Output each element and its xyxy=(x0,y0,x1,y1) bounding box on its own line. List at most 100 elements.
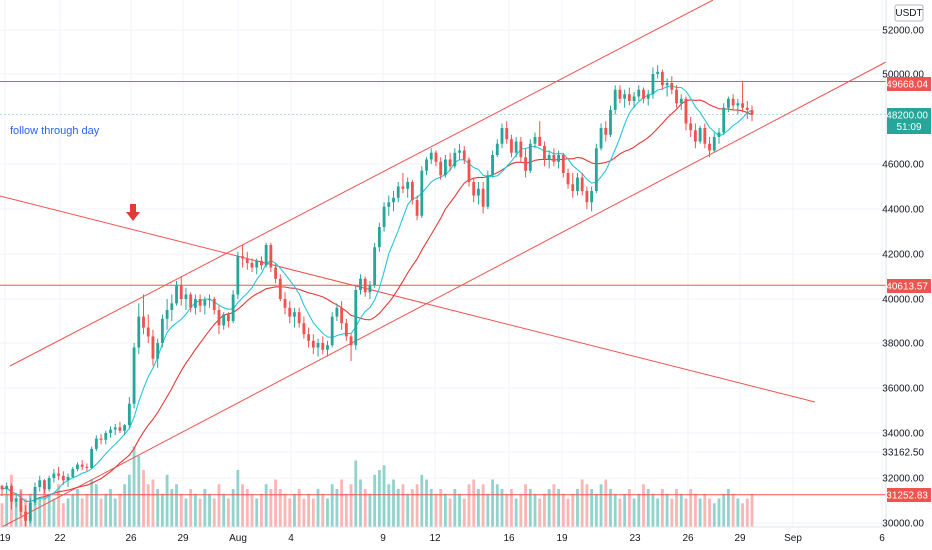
volume-bar xyxy=(76,489,79,527)
volume-bar xyxy=(708,498,711,527)
volume-bar xyxy=(703,493,707,527)
candle-body xyxy=(76,464,79,470)
volume-bar xyxy=(47,493,51,527)
candle-body xyxy=(439,161,443,176)
candle-body xyxy=(609,110,612,135)
volume-bar xyxy=(538,498,542,527)
trendlines xyxy=(0,0,887,529)
volume-bar xyxy=(632,498,636,527)
volume-bar xyxy=(269,489,273,527)
candle-body xyxy=(104,433,108,440)
volume-bar xyxy=(594,493,598,527)
moving-averages xyxy=(1,85,753,503)
candle-body xyxy=(712,137,716,151)
volume-bar xyxy=(514,498,518,527)
channel-lower-line[interactable] xyxy=(0,61,887,529)
candle-body xyxy=(85,466,89,468)
volume-bar xyxy=(675,489,678,527)
volume-bar xyxy=(302,498,306,527)
volume-bar xyxy=(524,484,527,527)
volume-bar xyxy=(396,489,400,527)
volume-bar xyxy=(264,484,268,527)
volume-bar xyxy=(491,479,494,527)
candle-body xyxy=(203,300,207,306)
candle-body xyxy=(302,323,306,335)
volume-bar xyxy=(297,489,301,527)
candle-body xyxy=(52,473,56,478)
x-tick-label: 9 xyxy=(380,533,386,544)
candle-body xyxy=(675,89,678,104)
volume-bar xyxy=(439,489,443,527)
candle-body xyxy=(123,425,127,431)
price-tag-resistance xyxy=(887,77,931,91)
candle-body xyxy=(472,182,476,196)
volume-bar xyxy=(208,493,211,527)
candle-body xyxy=(198,299,202,306)
candle-body xyxy=(703,128,707,144)
candle-body xyxy=(689,123,693,131)
volume-bar xyxy=(495,484,499,527)
price-tag-label: 40613.57 xyxy=(886,282,928,293)
candle-body xyxy=(538,137,542,146)
volume-bar xyxy=(349,484,353,527)
candle-body xyxy=(132,347,136,404)
candle-body xyxy=(227,314,230,321)
candle-body xyxy=(118,427,122,431)
candle-body xyxy=(406,182,410,189)
volume-bar xyxy=(311,498,315,527)
volume-bar xyxy=(43,489,46,527)
time-scale-panel[interactable] xyxy=(0,527,932,550)
volume-bar xyxy=(660,489,664,527)
volume-bar xyxy=(321,493,325,527)
annotations: follow through day xyxy=(10,125,140,221)
candle-body xyxy=(151,336,155,359)
candle-body xyxy=(486,175,490,207)
volume-bar xyxy=(604,479,608,527)
candle-body xyxy=(646,94,650,99)
volume-bars xyxy=(0,446,754,527)
x-tick-label: 12 xyxy=(429,533,441,544)
volume-bar xyxy=(401,484,405,527)
volume-bar xyxy=(231,489,235,527)
y-tick-label: 30000.00 xyxy=(882,519,924,530)
candle-body xyxy=(146,327,150,337)
channel-upper-line[interactable] xyxy=(9,0,714,367)
volume-bar xyxy=(165,474,169,527)
currency-badge[interactable]: USDT xyxy=(894,4,924,22)
descending-trendline[interactable] xyxy=(0,195,816,403)
volume-bar xyxy=(627,489,631,527)
volume-bar xyxy=(566,498,570,527)
price-tag-support xyxy=(887,279,931,293)
candle-body xyxy=(425,159,428,171)
volume-bar xyxy=(316,489,320,527)
volume-bar xyxy=(736,498,740,527)
price-tag-label: 49668.04 xyxy=(886,80,928,91)
volume-bar xyxy=(486,493,490,527)
candle-body xyxy=(552,155,556,162)
candle-body xyxy=(316,343,320,348)
candle-body xyxy=(750,110,754,115)
candle-body xyxy=(165,310,169,319)
volume-bar xyxy=(420,474,424,527)
volume-bar xyxy=(170,489,174,527)
volume-bar xyxy=(137,455,141,527)
volume-bar xyxy=(387,484,391,527)
candle-body xyxy=(642,89,645,99)
candle-body xyxy=(382,206,386,227)
candle-body xyxy=(14,498,18,502)
candle-body xyxy=(434,152,438,162)
candle-body xyxy=(443,159,447,176)
volume-bar xyxy=(609,489,612,527)
candle-body xyxy=(71,469,75,477)
volume-bar xyxy=(71,493,75,527)
volume-bar xyxy=(434,493,438,527)
candle-body xyxy=(354,290,358,346)
volume-bar xyxy=(274,479,277,527)
volume-bar xyxy=(113,498,117,527)
candle-body xyxy=(453,152,457,167)
x-tick-label: Aug xyxy=(229,533,247,544)
candle-body xyxy=(269,245,273,268)
